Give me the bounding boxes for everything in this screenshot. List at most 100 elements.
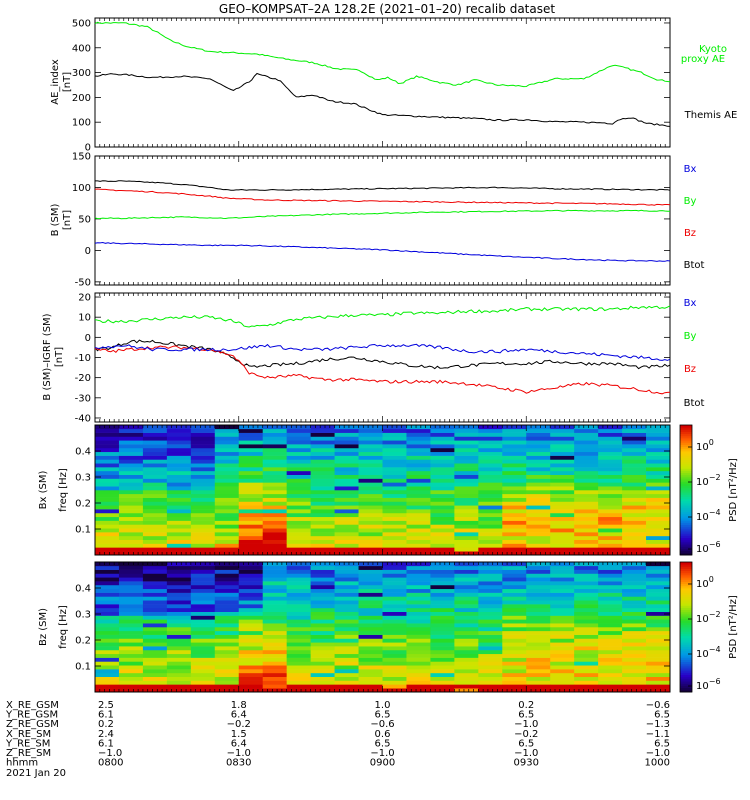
- bx-spectrogram-cell: [598, 474, 623, 479]
- bx-spectrogram-cell: [478, 432, 503, 437]
- bx-spectrogram-cell: [382, 497, 407, 502]
- bx-spectrogram-cell: [646, 432, 671, 437]
- bx-spectrogram-cell: [550, 516, 575, 521]
- bz-spectrogram-cell: [190, 646, 216, 651]
- ephemeris-value: 6.5: [654, 738, 670, 749]
- bz-spectrogram-cell: [334, 630, 359, 635]
- bz-spectrogram-cell: [574, 615, 599, 620]
- bz-spectrogram-cell: [95, 581, 120, 586]
- bx-spectrogram-cell: [502, 543, 527, 548]
- bz-spectrogram-cell: [262, 600, 288, 605]
- bx-spectrogram-cell: [574, 455, 599, 460]
- bx-spectrogram-cell: [622, 539, 647, 544]
- bx-spectrogram-cell: [118, 520, 144, 525]
- bz-spectrogram-cell: [406, 611, 431, 616]
- bz-spectrogram-cell: [118, 600, 144, 605]
- bz-spectrogram-cell: [622, 676, 647, 681]
- bx-spectrogram-cell: [382, 482, 407, 487]
- bx-spectrogram-cell: [598, 512, 623, 518]
- bz-spectrogram-cell: [166, 623, 192, 628]
- colorbar-segment: [680, 509, 692, 513]
- bz-spectrogram-cell: [118, 569, 144, 574]
- bz-spectrogram-cell: [238, 649, 264, 655]
- bx-spectrogram-cell: [118, 509, 144, 514]
- bz-spectrogram-cell: [214, 665, 240, 670]
- bz-spectrogram-cell: [118, 630, 144, 635]
- bx-spectrogram-cell: [598, 486, 623, 491]
- bx-spectrogram-cell: [262, 425, 288, 430]
- bz-spectrogram-cell: [598, 581, 623, 586]
- bz-spectrogram-cell: [142, 649, 168, 655]
- bz-spectrogram-cell: [526, 669, 551, 674]
- bx-spectrogram-cell: [478, 505, 503, 510]
- bz-spectrogram-cell: [574, 588, 599, 593]
- colorbar-segment: [680, 485, 692, 489]
- bz-spectrogram-cell: [382, 565, 407, 570]
- bz-spectrogram-cell: [262, 581, 288, 586]
- bz-spectrogram-cell: [382, 672, 407, 677]
- bz-spectrogram-cell: [95, 592, 120, 597]
- bx-spectrogram-cell: [334, 478, 359, 483]
- bx-spectrogram-cell: [95, 428, 120, 433]
- bx-spectrogram-cell: [478, 451, 503, 456]
- colorbar-tick-label: 100: [696, 438, 714, 453]
- bx-spectrogram-cell: [406, 470, 431, 475]
- bx-spectrogram-cell: [190, 539, 216, 544]
- colorbar-segment: [680, 568, 692, 572]
- bz-spectrogram-cell: [406, 638, 431, 643]
- bz-spectrogram-cell: [478, 646, 503, 651]
- colorbar-segment: [680, 427, 692, 430]
- bx-spectrogram-cell: [142, 425, 168, 430]
- bsm-ytick-label: 50: [78, 214, 91, 225]
- colorbar-segment: [680, 522, 692, 526]
- bx-spectrogram-cell: [190, 543, 216, 548]
- bx-spectrogram-cell: [406, 490, 431, 495]
- bz-spectrogram-cell: [622, 600, 647, 605]
- bz-spectrogram-cell: [598, 588, 623, 593]
- colorbar-segment: [680, 496, 692, 500]
- bx-spectrogram-cell: [526, 551, 551, 556]
- bx-spectrogram-cell: [190, 444, 216, 449]
- bx-spectrogram-cell: [622, 474, 647, 479]
- bz_spec-ytick-label: 0.4: [75, 584, 91, 595]
- bz-spectrogram-cell: [190, 642, 216, 647]
- bz-spectrogram-cell: [310, 642, 335, 647]
- bx-spectrogram-cell: [646, 428, 671, 433]
- bx-spectrogram-cell: [526, 444, 551, 449]
- bz-spectrogram-cell: [502, 584, 527, 590]
- bx-spectrogram-cell: [118, 516, 144, 521]
- bz-spectrogram-cell: [646, 630, 671, 635]
- bx-spectrogram-cell: [334, 516, 359, 521]
- bx-spectrogram-cell: [118, 425, 144, 430]
- bx-spectrogram-cell: [502, 516, 527, 521]
- bx-spectrogram-cell: [574, 551, 599, 556]
- bx-spectrogram-cell: [310, 444, 335, 449]
- bz-spectrogram-cell: [598, 630, 623, 635]
- bx-spectrogram-cell: [502, 447, 527, 453]
- ae-ytick-label: 300: [72, 68, 91, 79]
- bz-spectrogram-cell: [310, 615, 335, 620]
- bz-spectrogram-cell: [550, 630, 575, 635]
- colorbar-segment: [680, 453, 692, 456]
- colorbar-segment: [680, 505, 692, 508]
- bz-spectrogram-cell: [646, 573, 671, 578]
- bx-spectrogram-cell: [598, 520, 623, 525]
- bx-spectrogram-cell: [598, 535, 623, 540]
- bx-spectrogram-cell: [238, 444, 264, 449]
- bz-spectrogram-cell: [286, 642, 312, 647]
- bx-spectrogram-cell: [526, 490, 551, 495]
- ephemeris-value: −1.0: [514, 719, 538, 730]
- bz-spectrogram-cell: [358, 661, 383, 666]
- bx-spectrogram-cell: [646, 455, 671, 460]
- bx-spectrogram-cell: [166, 451, 192, 456]
- bz-spectrogram-cell: [142, 615, 168, 620]
- bx-spectrogram-cell: [454, 447, 479, 453]
- bx-spectrogram-cell: [214, 482, 240, 487]
- bz-spectrogram-cell: [598, 649, 623, 655]
- bz-spectrogram-cell: [334, 627, 359, 632]
- bx-spectrogram-cell: [142, 543, 168, 548]
- bx-spectrogram-cell: [262, 543, 288, 548]
- bz-spectrogram-cell: [262, 688, 288, 693]
- bz-spectrogram-cell: [334, 565, 359, 570]
- colorbar-segment: [680, 472, 692, 476]
